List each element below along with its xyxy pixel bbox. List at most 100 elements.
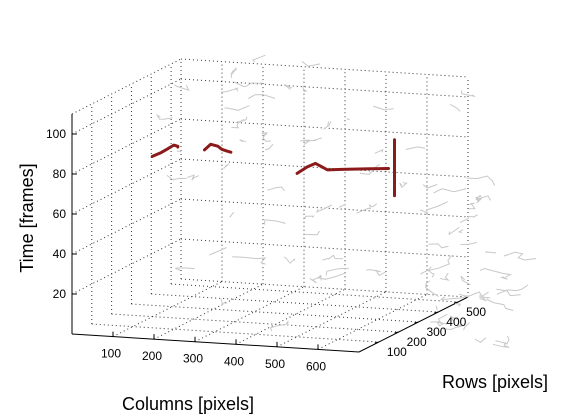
- background-edge-streak: [327, 121, 330, 127]
- background-edge-streak: [405, 146, 426, 150]
- background-edge-streak: [430, 321, 447, 327]
- grid-line-z: [71, 198, 182, 255]
- background-edge-streak: [450, 104, 461, 112]
- grid-line-x: [194, 286, 305, 343]
- x-tick-label: 300: [183, 352, 203, 366]
- background-edge-streak: [304, 230, 320, 236]
- z-tick-label: 20: [53, 287, 67, 301]
- z-tick-label: 80: [53, 167, 67, 181]
- background-edge-streak: [496, 284, 529, 295]
- background-edge-streak: [325, 267, 349, 276]
- background-edge-streak: [486, 298, 514, 311]
- background-edge-streak: [422, 184, 438, 189]
- background-edge-streak: [425, 280, 439, 298]
- background-edge-streak: [419, 201, 449, 215]
- grid-line-y: [171, 283, 459, 303]
- y-tick-label: 400: [446, 315, 466, 329]
- background-edge-streak: [457, 229, 464, 233]
- background-edge-streak: [399, 181, 408, 189]
- x-axis-line: [71, 333, 360, 353]
- trajectory-line-3: [295, 161, 390, 175]
- background-edge-streak: [304, 137, 322, 142]
- background-edge-streak: [302, 86, 308, 93]
- background-edge-streak: [475, 195, 482, 203]
- z-axis-label: Time [frames]: [17, 163, 37, 272]
- background-edge-streak: [220, 298, 226, 307]
- background-edge-streak: [366, 269, 386, 277]
- grid-line-x: [276, 291, 387, 348]
- grid-lines: [71, 58, 469, 350]
- box-edge-top-left: [71, 58, 182, 115]
- background-edge-streak: [459, 214, 478, 224]
- x-tick-label: 600: [306, 359, 326, 373]
- background-edge-streak: [223, 163, 230, 169]
- background-edge-streak: [338, 203, 346, 208]
- background-edge-streak: [495, 335, 510, 345]
- grid-line-x: [317, 293, 428, 350]
- grid-line-z: [71, 118, 182, 175]
- background-edge-streak: [224, 105, 250, 111]
- background-edge-streak: [458, 291, 489, 298]
- background-edge-streak: [304, 215, 315, 219]
- background-edge-streak: [374, 148, 384, 154]
- background-edge-streak: [231, 67, 237, 75]
- y-axis-label: Rows [pixels]: [442, 372, 548, 392]
- trajectory-line-1: [150, 143, 180, 158]
- grid-line-z: [180, 198, 469, 218]
- x-tick-label: 100: [101, 347, 121, 361]
- background-edge-streak: [503, 251, 537, 261]
- background-edge-streak: [263, 219, 286, 225]
- background-edge-streak: [448, 226, 460, 236]
- box-edge-floor-back: [180, 278, 469, 298]
- background-edge-streak: [479, 294, 491, 302]
- background-edge-streak: [265, 143, 274, 151]
- y-tick-label: 500: [466, 305, 486, 319]
- background-edge-streak: [463, 322, 470, 331]
- background-edge-streak: [239, 139, 247, 143]
- y-tick-mark: [434, 311, 439, 314]
- grid-line-y: [131, 303, 419, 323]
- background-edge-streak: [440, 272, 450, 281]
- background-edge-streak: [322, 121, 332, 130]
- grid-line-y: [151, 293, 439, 313]
- grid-line-y: [111, 313, 399, 333]
- y-tick-label: 200: [407, 335, 427, 349]
- background-edge-streak: [443, 323, 463, 331]
- z-tick-label: 100: [46, 127, 66, 141]
- background-edge-streak: [248, 94, 276, 99]
- background-edge-streak: [433, 187, 466, 194]
- background-edge-streak: [315, 204, 332, 213]
- background-edge-streak: [427, 266, 435, 278]
- background-edge-streak: [230, 69, 235, 78]
- z-tick-label: 60: [53, 207, 67, 221]
- background-edge-streak: [209, 247, 227, 256]
- background-edge-streak: [454, 303, 462, 307]
- grid-line-x: [235, 288, 346, 345]
- grid-line-x: [153, 283, 264, 340]
- y-tick-mark: [374, 341, 379, 344]
- background-edge-streak: [251, 54, 266, 63]
- background-edge-streak: [174, 84, 190, 92]
- background-edge-streak: [435, 305, 438, 311]
- grid-line-z: [71, 78, 182, 135]
- y-tick-mark: [394, 331, 399, 334]
- x-tick-label: 200: [142, 349, 162, 363]
- background-edge-streak: [479, 267, 512, 278]
- background-edge-streak: [439, 294, 468, 301]
- background-edge-streak: [437, 313, 448, 325]
- trajectory-line-2: [203, 142, 233, 154]
- background-edge-streak: [166, 174, 187, 181]
- x-axis-label: Columns [pixels]: [122, 394, 254, 414]
- background-edge-streak: [174, 267, 195, 271]
- grid-line-z: [180, 238, 469, 258]
- background-edge-streak: [500, 276, 508, 280]
- grid-line-x: [112, 281, 223, 338]
- background-edge-streak: [474, 337, 487, 344]
- background-edge-streak: [229, 211, 235, 218]
- background-edge-streak: [235, 116, 248, 124]
- background-edge-streak: [449, 315, 459, 322]
- axes-box: [71, 114, 469, 353]
- background-edge-streak: [346, 118, 351, 121]
- y-tick-label: 300: [426, 325, 446, 339]
